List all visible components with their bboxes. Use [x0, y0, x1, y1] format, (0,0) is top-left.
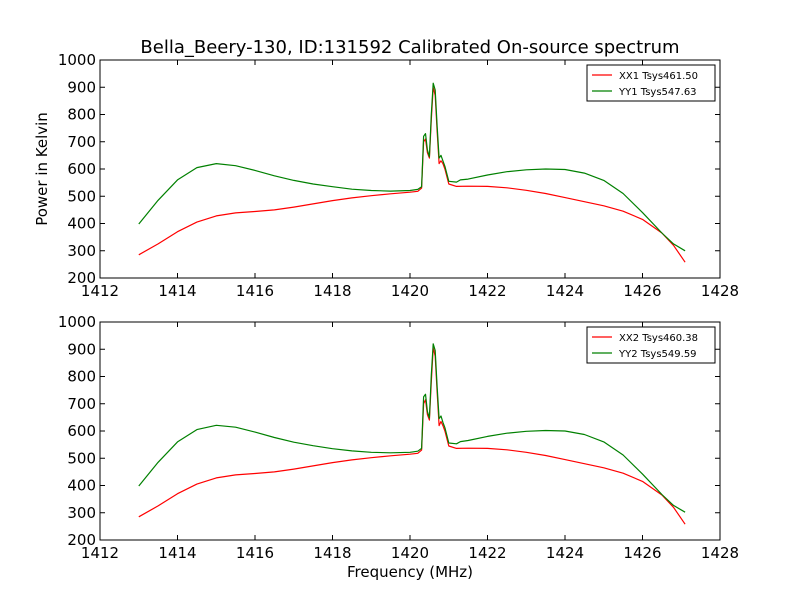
x-tick-label: 1426: [623, 544, 661, 562]
legend-box: [586, 64, 716, 102]
y-tick-label: 700: [67, 395, 96, 413]
series-line-2: [138, 82, 686, 252]
x-tick-label: 1418: [313, 544, 351, 562]
y-tick-label: 300: [67, 242, 96, 260]
bottom-panel: 1412 1414 1416 1418 1420 1422 1424 1426 1428 200 3…: [58, 313, 739, 562]
y-tick-label: 200: [67, 269, 96, 287]
y-tick-label: 600: [67, 422, 96, 440]
legend-box: [586, 326, 716, 364]
x-axis-label: Frequency (MHz): [347, 563, 473, 581]
top-panel: 1412 1414 1416 1418 1420 1422 1424 1426 1428 200 3…: [58, 51, 739, 300]
legend-entry: YY1 Tsys547.63: [618, 87, 697, 98]
y-tick-label: 900: [67, 78, 96, 96]
legend-entry: YY2 Tsys549.59: [618, 349, 697, 360]
y-tick-label: 900: [67, 340, 96, 358]
x-tick-label: 1412: [81, 544, 119, 562]
x-tick-label: 1418: [313, 282, 351, 300]
x-tick-label: 1428: [701, 282, 739, 300]
x-tick-label: 1420: [391, 544, 429, 562]
y-tick-label: 700: [67, 133, 96, 151]
legend-entry: XX1 Tsys461.50: [619, 71, 698, 82]
y-tick-label: 1000: [58, 51, 96, 69]
x-tick-label: 1426: [623, 282, 661, 300]
y-tick-label: 1000: [58, 313, 96, 331]
x-tick-label: 1414: [158, 544, 196, 562]
x-tick-label: 1416: [236, 282, 274, 300]
y-tick-label: 300: [67, 504, 96, 522]
y-tick-label: 500: [67, 187, 96, 205]
y-tick-label: 800: [67, 368, 96, 386]
y-tick-label: 400: [67, 477, 96, 495]
y-axis-label: Power in Kelvin: [33, 112, 51, 226]
y-tick-label: 500: [67, 449, 96, 467]
y-tick-label: 200: [67, 531, 96, 549]
y-tick-label: 600: [67, 160, 96, 178]
x-tick-label: 1424: [546, 282, 584, 300]
figure-title: Bella_Beery-130, ID:131592 Calibrated On…: [140, 37, 679, 58]
x-tick-label: 1420: [391, 282, 429, 300]
x-tick-label: 1424: [546, 544, 584, 562]
series-line-2: [138, 343, 686, 513]
x-tick-label: 1422: [468, 282, 506, 300]
y-tick-label: 400: [67, 215, 96, 233]
x-tick-label: 1428: [701, 544, 739, 562]
y-tick-label: 800: [67, 106, 96, 124]
legend-entry: XX2 Tsys460.38: [619, 333, 698, 344]
x-tick-label: 1412: [81, 282, 119, 300]
x-tick-label: 1414: [158, 282, 196, 300]
x-tick-label: 1422: [468, 544, 506, 562]
x-tick-label: 1416: [236, 544, 274, 562]
